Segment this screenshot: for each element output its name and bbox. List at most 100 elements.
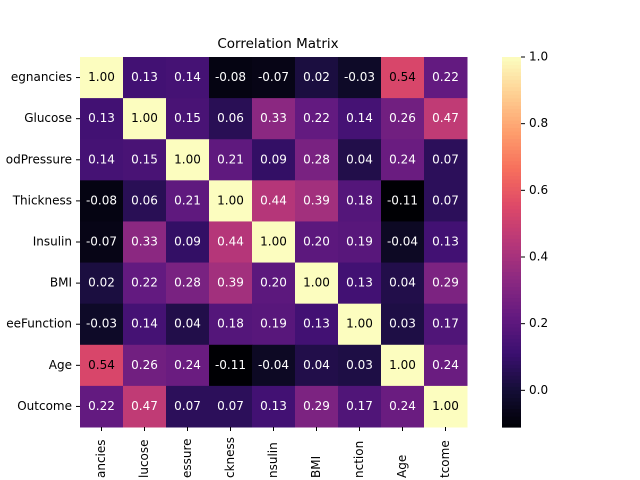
heatmap-cell <box>209 221 253 264</box>
cell-label: 0.13 <box>131 70 158 84</box>
y-tick-label: Outcome <box>17 399 72 413</box>
heatmap-cell <box>80 180 124 222</box>
colorbar-step <box>502 397 521 402</box>
colorbar-step <box>502 334 521 339</box>
cell-label: 0.17 <box>346 399 373 413</box>
colorbar-step <box>502 208 521 213</box>
colorbar-step <box>502 408 521 413</box>
cell-label: 0.24 <box>389 399 416 413</box>
heatmap-cell <box>123 221 167 264</box>
colorbar-step <box>502 127 521 132</box>
heatmap-cell <box>424 57 468 99</box>
cell-label: 0.20 <box>303 235 330 249</box>
x-tick-label: lucose <box>137 439 151 478</box>
heatmap-cell <box>338 98 382 140</box>
colorbar-step <box>502 401 521 406</box>
x-tick-label: nction <box>352 441 366 478</box>
heatmap-cell <box>80 303 124 346</box>
colorbar-step <box>502 123 521 128</box>
colorbar-tick-label: 0.2 <box>529 316 548 330</box>
cell-label: 0.07 <box>432 152 459 166</box>
colorbar-step <box>502 393 521 398</box>
heatmap-cell <box>80 139 124 181</box>
heatmap-cell <box>252 57 296 99</box>
heatmap-cell <box>80 262 124 305</box>
cell-label: 0.39 <box>303 193 330 207</box>
cell-label: 0.04 <box>346 152 373 166</box>
cell-label: 0.15 <box>174 111 201 125</box>
heatmap-cell <box>252 385 296 428</box>
colorbar-step <box>502 90 521 95</box>
heatmap-cell <box>123 344 167 387</box>
heatmap-cell <box>123 98 167 140</box>
cell-label: 0.28 <box>303 152 330 166</box>
colorbar-step <box>502 249 521 254</box>
colorbar-step <box>502 68 521 73</box>
heatmap-cell <box>381 262 425 305</box>
heatmap-cell <box>252 221 296 264</box>
heatmap-cell <box>80 344 124 387</box>
colorbar-step <box>502 279 521 284</box>
heatmap-cell <box>381 385 425 428</box>
colorbar-step <box>502 353 521 358</box>
heatmap-cell <box>424 221 468 264</box>
heatmap-cell <box>381 221 425 264</box>
colorbar-step <box>502 412 521 417</box>
cell-label: 0.19 <box>260 317 287 331</box>
cell-label: 0.26 <box>131 358 158 372</box>
cell-label: -0.04 <box>258 358 289 372</box>
x-tick-label: nsulin <box>266 442 280 478</box>
heatmap-cell <box>338 303 382 346</box>
cell-label: 0.29 <box>432 276 459 290</box>
colorbar-step <box>502 356 521 361</box>
cell-label: 0.20 <box>260 276 287 290</box>
colorbar-step <box>502 179 521 184</box>
heatmap-cell <box>338 262 382 305</box>
colorbar-step <box>502 97 521 102</box>
cell-label: -0.07 <box>258 70 289 84</box>
cell-label: 0.04 <box>389 276 416 290</box>
colorbar-step <box>502 404 521 410</box>
cell-label: 0.13 <box>346 276 373 290</box>
heatmap-cell <box>123 180 167 222</box>
cell-label: 0.02 <box>88 276 115 290</box>
colorbar-step <box>502 131 521 136</box>
heatmap-cell <box>338 139 382 181</box>
colorbar-step <box>502 349 521 354</box>
heatmap-cell <box>295 262 339 305</box>
colorbar-step <box>502 156 521 162</box>
colorbar-step <box>502 271 521 276</box>
y-tick-label: Glucose <box>24 111 72 125</box>
heatmap-cell <box>381 98 425 140</box>
cell-label: 0.18 <box>346 193 373 207</box>
heatmap-cell <box>166 98 210 140</box>
heatmap-cell <box>424 139 468 181</box>
cell-label: 0.22 <box>131 276 158 290</box>
heatmap-cell <box>209 98 253 140</box>
y-tick-label: Thickness <box>12 193 72 207</box>
colorbar-tick-label: 0.0 <box>529 383 548 397</box>
colorbar-step <box>502 193 521 199</box>
colorbar-step <box>502 345 521 350</box>
colorbar-step <box>502 164 521 169</box>
cell-label: 0.29 <box>303 399 330 413</box>
colorbar-step <box>502 267 521 273</box>
colorbar-step <box>502 134 521 139</box>
colorbar-step <box>502 175 521 180</box>
cell-label: 0.13 <box>88 111 115 125</box>
colorbar-step <box>502 171 521 176</box>
cell-label: 0.44 <box>217 235 244 249</box>
heatmap-cell <box>295 98 339 140</box>
cell-label: 0.15 <box>131 152 158 166</box>
heatmap-cell <box>424 344 468 387</box>
heatmap-cell <box>295 385 339 428</box>
cell-label: 0.24 <box>174 358 201 372</box>
colorbar-step <box>502 212 521 217</box>
heatmap-cell <box>295 221 339 264</box>
cell-label: 0.04 <box>174 317 201 331</box>
y-tick-label: BMI <box>50 276 72 290</box>
colorbar-step <box>502 219 521 225</box>
colorbar-step <box>502 145 521 151</box>
cell-label: 0.24 <box>389 152 416 166</box>
colorbar-step <box>502 105 521 110</box>
